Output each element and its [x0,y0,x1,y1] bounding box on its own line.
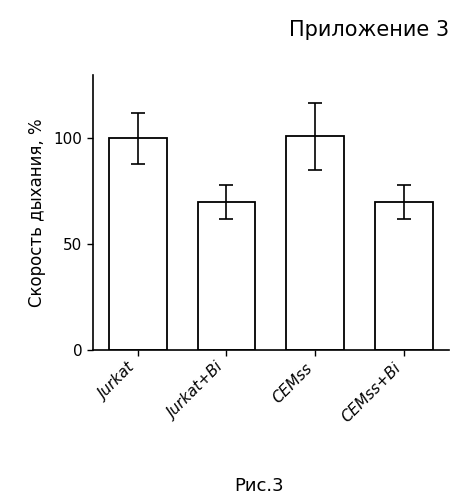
Text: Приложение 3: Приложение 3 [289,20,449,40]
Bar [287,136,344,350]
Text: Рис.3: Рис.3 [234,477,284,495]
Bar [109,138,167,350]
Bar [375,202,433,350]
Bar [198,202,255,350]
Y-axis label: Скорость дыхания, %: Скорость дыхания, % [28,118,46,307]
